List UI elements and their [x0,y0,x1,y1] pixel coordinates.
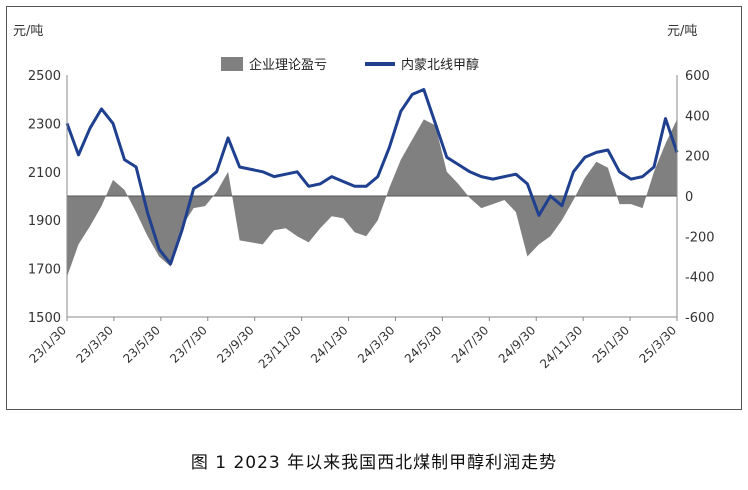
left-axis-tick-label: 2300 [28,117,61,132]
x-axis-tick-label: 24/9/30 [496,323,539,366]
figure-caption: 图 1 2023 年以来我国西北煤制甲醇利润走势 [190,453,558,473]
x-axis-tick-label: 23/5/30 [120,323,163,366]
right-axis-tick-label: -600 [685,311,715,326]
x-axis-tick-label: 23/11/30 [256,323,304,371]
x-axis-tick-label: 24/11/30 [537,323,585,371]
legend-swatch-price [365,62,395,66]
right-axis-tick-label: 600 [685,69,710,84]
legend-label-profit: 企业理论盈亏 [249,57,327,73]
x-axis-tick-label: 23/7/30 [167,323,210,366]
right-axis-tick-label: 400 [685,109,710,124]
left-axis-tick-label: 1700 [28,263,61,278]
right-axis-tick-label: 200 [685,150,710,165]
x-axis-tick-label: 24/7/30 [449,323,492,366]
left-axis-tick-label: 1900 [28,214,61,229]
price-line-series [65,88,679,266]
right-axis-tick-label: -200 [685,230,715,245]
x-axis-tick-label: 25/1/30 [590,323,633,366]
profit-area-series [67,119,677,277]
right-axis-tick-label: -400 [685,271,715,286]
x-axis-tick-label: 24/5/30 [402,323,445,366]
right-axis-tick-label: 0 [685,190,693,205]
x-axis-tick-label: 23/9/30 [214,323,257,366]
left-axis-tick-label: 2500 [28,69,61,84]
chart-svg: 1500 1700 1900 2100 2300 2500 -600 -400 -200 0 200… [13,24,715,371]
legend-swatch-profit [221,57,243,71]
right-axis-unit: 元/吨 [667,24,697,39]
legend-label-price: 内蒙北线甲醇 [401,57,479,73]
x-axis-tick-label: 24/1/30 [308,323,351,366]
left-axis-tick-label: 2100 [28,166,61,181]
x-axis-tick-label: 25/3/30 [637,323,680,366]
legend: 企业理论盈亏 内蒙北线甲醇 [221,57,479,73]
x-axis-tick-label: 24/3/30 [355,323,398,366]
x-axis-tick-label: 23/3/30 [73,323,116,366]
left-axis-tick-label: 1500 [28,311,61,326]
left-axis-unit: 元/吨 [13,24,43,39]
chart-frame: 1500 1700 1900 2100 2300 2500 -600 -400 -200 0 200… [6,6,742,410]
x-axis-tick-label: 23/1/30 [27,323,70,366]
